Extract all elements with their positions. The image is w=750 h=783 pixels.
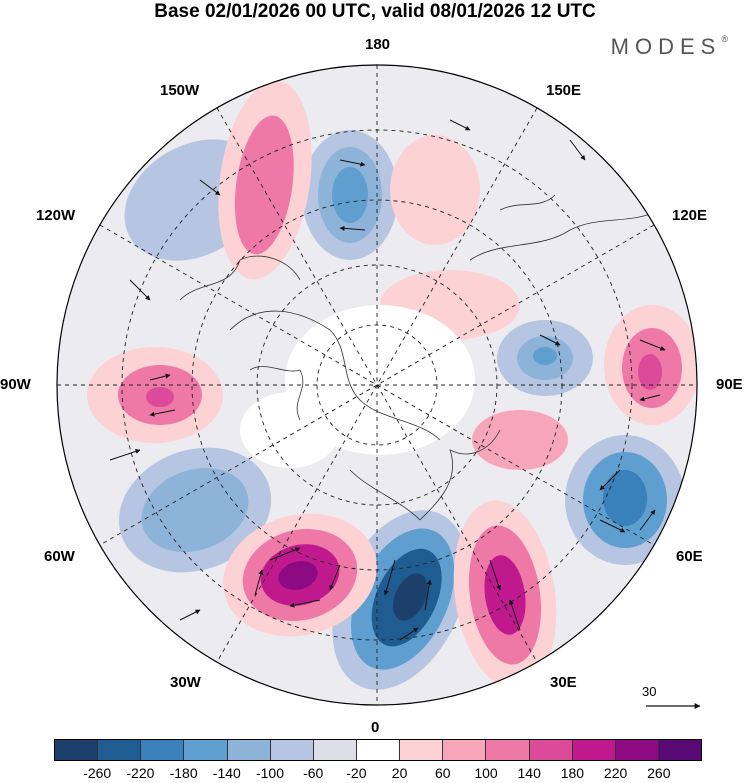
colorbar-swatch	[227, 740, 271, 760]
map-border	[56, 64, 698, 706]
lon-label-30w: 30W	[170, 674, 201, 691]
chart-title: Base 02/01/2026 00 UTC, valid 08/01/2026…	[154, 1, 596, 22]
colorbar-swatch	[184, 740, 228, 760]
colorbar-tick-label: -220	[126, 765, 155, 781]
colorbar-swatch	[615, 740, 659, 760]
lon-label-60e: 60E	[676, 548, 703, 565]
brand-registered-mark: ®	[721, 34, 728, 44]
colorbar-tick-label: 100	[474, 765, 498, 781]
colorbar-tick-label: 20	[391, 765, 408, 781]
colorbar-swatch	[98, 740, 142, 760]
colorbar-swatch	[141, 740, 185, 760]
colorbar-tick-label: 260	[647, 765, 671, 781]
wind-vectors	[109, 119, 666, 651]
lon-label-60w: 60W	[44, 548, 75, 565]
lon-label-150e: 150E	[546, 82, 582, 99]
colorbar-tick-label: -60	[303, 765, 324, 781]
colorbar-tick-label: -140	[212, 765, 241, 781]
colorbar-swatch	[658, 740, 702, 760]
coastlines	[179, 194, 661, 521]
colorbar-tick-label: 140	[517, 765, 541, 781]
colorbar-swatch	[356, 740, 401, 760]
colorbar-tick-label: -100	[255, 765, 285, 781]
lon-label-180: 180	[365, 36, 391, 53]
colorbar-swatch	[55, 740, 99, 760]
brand-name: MODES	[610, 34, 722, 59]
colorbar-swatch	[529, 740, 573, 760]
brand-logo: MODES®	[611, 34, 728, 60]
lon-label-150w: 150W	[160, 82, 200, 99]
colorbar-swatch	[313, 740, 357, 760]
lon-label-90w: 90W	[0, 376, 31, 393]
colorbar-swatch	[400, 740, 444, 760]
reference-vector-label: 30	[642, 684, 657, 699]
colorbar-tick-label: 180	[560, 765, 585, 781]
graticule	[57, 65, 697, 705]
colorbar-ticks: -260 -220 -180 -140 -100 -60 -20 20 60 100 140 180 2…	[54, 765, 702, 783]
anomaly-field	[57, 65, 697, 705]
colorbar-tick-label: 220	[603, 765, 628, 781]
colorbar-swatch	[486, 740, 530, 760]
lon-label-0: 0	[371, 719, 380, 736]
lon-label-120e: 120E	[672, 207, 708, 224]
lon-label-120w: 120W	[36, 207, 76, 224]
colorbar-swatch	[443, 740, 487, 760]
lon-label-90e: 90E	[716, 376, 743, 393]
colorbar-tick-label: -20	[346, 765, 367, 781]
colorbar-swatch	[572, 740, 616, 760]
colorbar-tick-label: 60	[435, 765, 451, 781]
lon-label-30e: 30E	[550, 674, 577, 691]
colorbar	[54, 739, 702, 761]
colorbar-swatch	[270, 740, 314, 760]
colorbar-tick-label: -260	[83, 765, 112, 781]
colorbar-tick-label: -180	[169, 765, 198, 781]
